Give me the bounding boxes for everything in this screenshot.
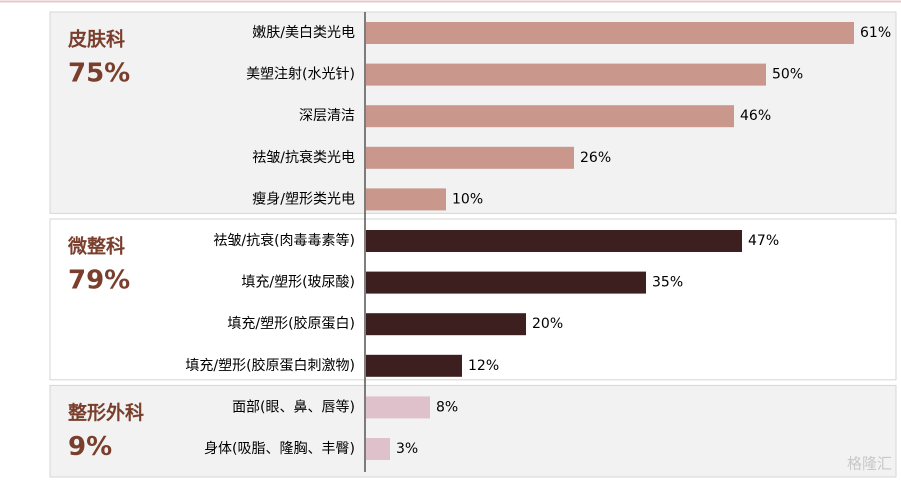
bar [366,438,390,460]
value-label: 35% [652,275,683,291]
value-label: 50% [772,67,803,83]
value-label: 26% [580,150,611,166]
bar [366,22,854,44]
bar [366,105,734,128]
category-label: 填充/塑形(胶原蛋白刺激物) [185,357,355,374]
value-label: 46% [740,108,771,124]
category-label: 面部(眼、鼻、唇等) [232,398,355,415]
value-label: 20% [532,316,563,332]
value-label: 61% [860,25,891,41]
value-label: 10% [452,191,483,207]
group-name: 整形外科 [68,401,144,424]
bar [366,63,766,86]
bar [366,146,574,169]
group-panel [49,384,897,478]
watermark: 格隆汇 [847,455,892,473]
category-label: 深层清洁 [299,108,355,124]
value-label: 8% [436,399,458,415]
group-share: 75% [68,59,130,89]
category-label: 瘦身/塑形类光电 [252,190,355,207]
bar [366,230,742,252]
group-name: 皮肤科 [68,28,125,51]
category-label: 美塑注射(水光针) [246,67,355,83]
bar [366,354,462,377]
group-share: 79% [68,266,130,296]
category-label: 嫩肤/美白类光电 [252,25,355,41]
value-label: 3% [396,441,418,457]
bar [366,313,526,336]
bar [366,396,430,419]
bar [366,188,446,211]
category-label: 祛皱/抗衰类光电 [252,149,355,166]
value-label: 47% [748,233,779,249]
value-label: 12% [468,358,499,374]
bar [366,271,646,294]
group-name: 微整科 [67,235,125,258]
category-label: 祛皱/抗衰(肉毒毒素等) [213,232,355,249]
category-label: 填充/塑形(玻尿酸) [241,275,355,291]
group-share: 9% [68,432,112,462]
category-label: 身体(吸脂、隆胸、丰臀) [204,441,355,457]
category-label: 填充/塑形(胶原蛋白) [227,315,355,332]
